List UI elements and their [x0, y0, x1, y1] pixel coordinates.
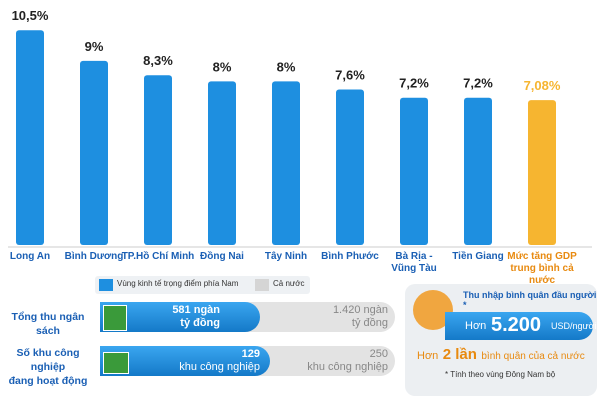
income-panel: Thu nhập bình quân đầu người * Hơn 5.200…	[405, 284, 597, 396]
value-text: 1.420 ngàn	[332, 304, 388, 316]
region-value: 581 ngàn tỷ đồng	[150, 304, 220, 330]
x-tick-label: Mức tăng GDP trung bình cả nước	[507, 251, 577, 286]
x-tick-label: Tây Ninh	[264, 251, 308, 262]
bar	[80, 60, 108, 246]
value-label: 10,5%	[12, 8, 49, 23]
legend: Vùng kinh tế trọng điểm phía Nam Cả nước	[95, 276, 310, 294]
prefix: Hơn	[417, 350, 439, 362]
x-tick-label: TP.Hồ Chí Minh	[121, 251, 195, 262]
x-tick-label: Bình Dương	[64, 251, 124, 262]
bar	[144, 75, 172, 246]
value-label: 7,2%	[399, 76, 429, 91]
x-tick-label: Đồng Nai	[200, 251, 244, 262]
prefix: Hơn	[465, 320, 487, 332]
bar	[336, 89, 364, 245]
footnote: * Tính theo vùng Đông Nam bộ	[445, 370, 556, 379]
row-label: Số khu công nghiệp đang hoạt động	[8, 347, 88, 387]
x-tick-label: Long An	[9, 251, 51, 262]
unit-text: tỷ đồng	[180, 317, 220, 329]
region-value: 129 khu công nghiệp	[160, 348, 260, 374]
x-tick-label: Bà Rịa - Vũng Tàu	[391, 251, 437, 274]
income-title: Thu nhập bình quân đầu người *	[463, 290, 597, 310]
title-text: Thu nhập bình quân đầu người	[463, 290, 597, 300]
value-label: 8%	[277, 59, 296, 74]
bar	[208, 81, 236, 245]
money-icon	[103, 305, 127, 331]
factory-icon	[103, 352, 129, 374]
income-comparison: Hơn 2 lần bình quân của cả nước	[417, 346, 585, 364]
value-text: 581 ngàn	[172, 304, 220, 316]
row-label: Tổng thu ngân sách	[11, 311, 85, 337]
value-text: 250	[369, 348, 388, 360]
value-label: 8%	[213, 59, 232, 74]
value-text: 5.200	[491, 314, 542, 336]
unit-text: tỷ đồng	[351, 317, 388, 329]
value-label: 8,3%	[143, 53, 173, 68]
country-value: 250 khu công nghiệp	[280, 348, 388, 374]
value-label: 9%	[85, 39, 104, 54]
legend-label: Cả nước	[273, 279, 305, 288]
value-label: 7,08%	[524, 78, 561, 93]
bar	[464, 97, 492, 246]
asterisk: *	[463, 300, 467, 310]
income-value: Hơn 5.200 USD/người	[445, 312, 597, 340]
bar	[16, 30, 44, 246]
x-tick-label: Tiền Giang	[452, 251, 504, 262]
unit-text: USD/người	[551, 321, 597, 331]
country-value: 1.420 ngàn tỷ đồng	[300, 304, 388, 330]
legend-swatch	[255, 279, 269, 291]
unit-text: khu công nghiệp	[307, 361, 388, 373]
bar	[272, 81, 300, 245]
bar	[400, 97, 428, 246]
value-text: 129	[241, 348, 260, 360]
value-label: 7,6%	[335, 68, 365, 83]
x-tick-label: Bình Phước	[321, 251, 379, 262]
chart: 10,5% 9% 8,3% 8% 8% 7,6% 7,2% 7,2% 7,08%	[8, 8, 592, 248]
value-text: 2 lần	[442, 346, 477, 363]
bar	[528, 100, 556, 245]
legend-label: Vùng kinh tế trọng điểm phía Nam	[117, 279, 239, 288]
value-label: 7,2%	[463, 76, 493, 91]
suffix: bình quân của cả nước	[481, 351, 585, 362]
legend-swatch	[99, 279, 113, 291]
unit-text: khu công nghiệp	[179, 361, 260, 373]
